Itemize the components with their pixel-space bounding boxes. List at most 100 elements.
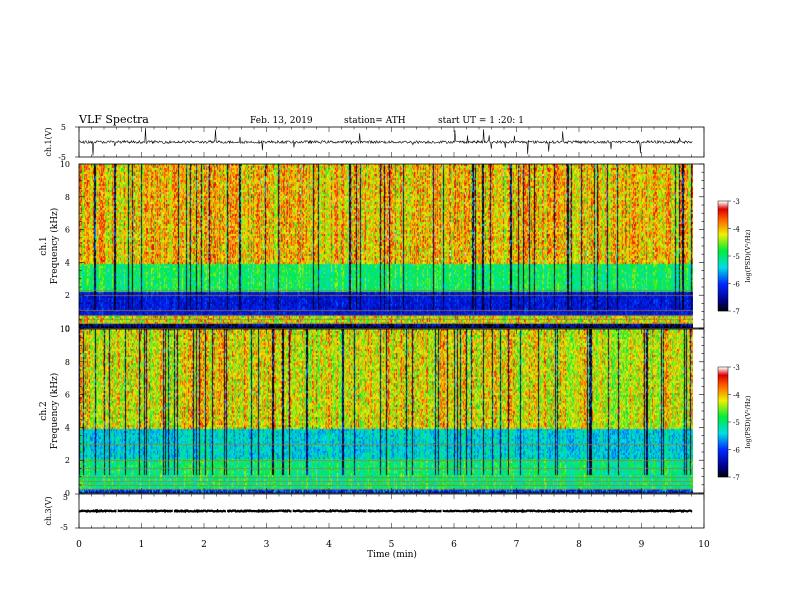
- ch1-colorbar-cell: [718, 217, 728, 219]
- ch1-colorbar-cell: [718, 205, 728, 207]
- ch1-colorbar-tick-label: -4: [733, 226, 740, 234]
- ch2-colorbar-cell: [718, 392, 728, 394]
- ch1-colorbar-cell: [718, 310, 728, 312]
- ch1-colorbar-cell: [718, 285, 728, 287]
- ch1-colorbar-cell: [718, 211, 728, 213]
- ch2-colorbar-cell: [718, 374, 728, 376]
- ch1-colorbar-cell: [718, 254, 728, 256]
- ch2-colorbar-cell: [718, 419, 728, 421]
- ch1-colorbar-cell: [718, 236, 728, 238]
- ch2-colorbar-cell: [718, 420, 728, 422]
- ch2-colorbar-cell: [718, 464, 728, 466]
- ch1-colorbar-cell: [718, 216, 728, 218]
- ch1-freq-tick-label: 2: [65, 291, 70, 300]
- ch1-colorbar-cell: [718, 208, 728, 210]
- ch2-colorbar-cell: [718, 399, 728, 401]
- ch1-colorbar-cell: [718, 283, 728, 285]
- ch2-freq-tick-label: 2: [65, 456, 70, 465]
- ch1-ytick-top: 5: [61, 123, 66, 132]
- ch1-waveform-panel: 5 -5 ch.1(V): [44, 123, 705, 162]
- ch2-colorbar-cell: [718, 473, 728, 475]
- ch2-colorbar-cell: [718, 414, 728, 416]
- time-tick-label: 10: [698, 540, 710, 550]
- ch2-colorbar-cell: [718, 380, 728, 382]
- ch2-colorbar-cell: [718, 368, 728, 370]
- ch2-colorbar-cell: [718, 467, 728, 469]
- ch1-colorbar-cell: [718, 243, 728, 245]
- ch2-colorbar-cell: [718, 409, 728, 411]
- ch1-colorbar-cell: [718, 273, 728, 275]
- ch1-colorbar-cell: [718, 271, 728, 273]
- ch1-colorbar-cell: [718, 218, 728, 220]
- ch1-colorbar-cell: [718, 207, 728, 209]
- ch1-colorbar-cell: [718, 304, 728, 306]
- ch2-colorbar-cell: [718, 422, 728, 424]
- ch1-waveform-ylabel: ch.1(V): [44, 127, 53, 156]
- ch2-colorbar-cell: [718, 386, 728, 388]
- ch3-trace-gap: [172, 509, 174, 513]
- ch1-colorbar-cell: [718, 269, 728, 271]
- ch2-colorbar-cell: [718, 375, 728, 377]
- ch2-colorbar-cell: [718, 466, 728, 468]
- ch2-colorbar-tick-label: -7: [733, 474, 740, 482]
- ch1-colorbar-cell: [718, 267, 728, 269]
- ch1-colorbar-cell: [718, 215, 728, 217]
- ch2-colorbar-cell: [718, 421, 728, 423]
- time-tick-label: 3: [264, 540, 270, 550]
- ch3-trace-gap: [291, 509, 293, 513]
- ch3-trace-gap: [366, 509, 368, 513]
- ch1-colorbar-cell: [718, 222, 728, 224]
- ch1-waveform-trace: [75, 126, 693, 158]
- ch2-colorbar-cell: [718, 444, 728, 446]
- ch2-colorbar-cell: [718, 367, 728, 369]
- ch2-colorbar-cell: [718, 418, 728, 420]
- ch1-colorbar-cell: [718, 277, 728, 279]
- ch1-colorbar-cell: [718, 224, 728, 226]
- ch2-colorbar-cell: [718, 460, 728, 462]
- ch1-colorbar-tick-label: -3: [733, 198, 740, 206]
- ch2-colorbar-cell: [718, 373, 728, 375]
- ch1-colorbar-cell: [718, 270, 728, 272]
- ch2-colorbar-cell: [718, 448, 728, 450]
- ch3-waveform-ylabel: ch.3(V): [44, 496, 53, 525]
- time-tick-label: 2: [201, 540, 207, 550]
- ch2-colorbar-cell: [718, 411, 728, 413]
- ch2-colorbar-cell: [718, 417, 728, 419]
- time-tick-label: 8: [576, 540, 582, 550]
- ch1-colorbar-cell: [718, 275, 728, 277]
- ch2-colorbar-cell: [718, 415, 728, 417]
- ch3-trace-line: [78, 508, 693, 514]
- ch2-frequency-ticks: 0 2 4 6 8 10: [60, 325, 704, 498]
- ch1-colorbar-cell: [718, 248, 728, 250]
- ch1-colorbar-cell: [718, 232, 728, 234]
- ch2-colorbar-cell: [718, 424, 728, 426]
- ch2-colorbar-cell: [718, 382, 728, 384]
- ch1-colorbar-cell: [718, 263, 728, 265]
- ch1-colorbar-cell: [718, 253, 728, 255]
- ch3-trace-gap: [116, 509, 118, 513]
- ch1-colorbar-cell: [718, 298, 728, 300]
- ch2-colorbar-label: log(PSD)(V²/Hz): [744, 395, 752, 448]
- ch1-ytick-bottom: -5: [58, 153, 66, 162]
- ch1-colorbar-cell: [718, 258, 728, 260]
- ch2-colorbar-cell: [718, 384, 728, 386]
- ch2-colorbar-cell: [718, 410, 728, 412]
- ch1-colorbar-tick-label: -6: [733, 281, 740, 289]
- ch1-colorbar-cell: [718, 238, 728, 240]
- ch2-colorbar-cell: [718, 434, 728, 436]
- ch1-colorbar-cell: [718, 220, 728, 222]
- ch1-colorbar-cell: [718, 227, 728, 229]
- ch1-colorbar-cell: [718, 276, 728, 278]
- ch2-spectrogram-panel: 0 2 4 6 8 10 ch.2 Frequency (kHz) -3 -4 -5 -6 -7 l…: [39, 325, 752, 498]
- start-time-label: start UT = 1 :20: 1: [438, 116, 524, 126]
- ch1-colorbar-cell: [718, 228, 728, 230]
- ch1-colorbar-cell: [718, 295, 728, 297]
- ch1-colorbar-cell: [718, 240, 728, 242]
- ch1-colorbar-cell: [718, 286, 728, 288]
- ch2-colorbar-cell: [718, 469, 728, 471]
- ch1-frequency-ylabel: Frequency (kHz): [49, 208, 60, 285]
- ch1-colorbar-cell: [718, 278, 728, 280]
- ch1-colorbar-cell: [718, 212, 728, 214]
- ch1-colorbar-cell: [718, 300, 728, 302]
- date-label: Feb. 13, 2019: [250, 116, 313, 126]
